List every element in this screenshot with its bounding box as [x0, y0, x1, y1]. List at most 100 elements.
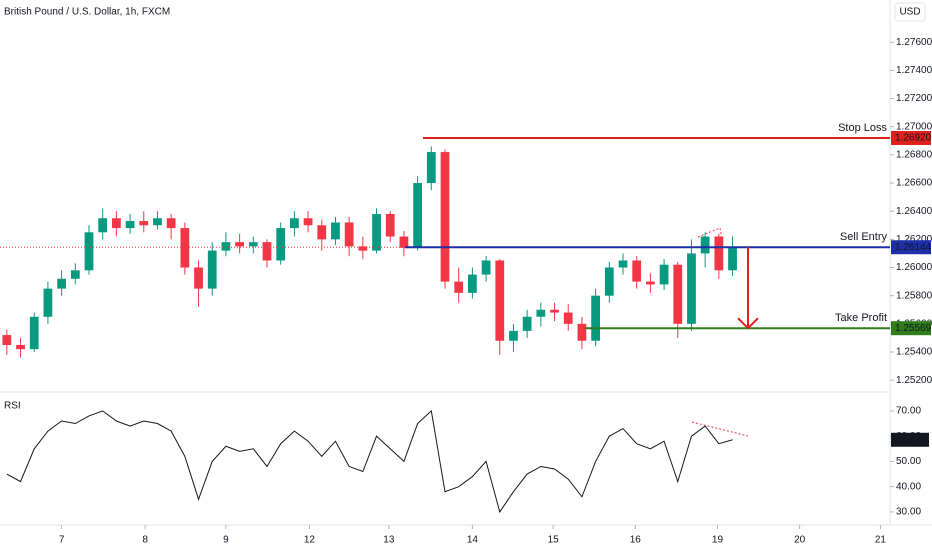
- candle-body: [262, 242, 272, 261]
- y-tick-label: 1.27600: [896, 37, 932, 48]
- y-tick-label: 1.27000: [896, 121, 932, 132]
- candle-body: [659, 264, 669, 285]
- candle-body: [687, 253, 696, 324]
- candle-body: [700, 236, 710, 254]
- x-tick-label: 16: [630, 535, 642, 546]
- candle-body: [194, 267, 203, 289]
- candle-body: [139, 221, 149, 226]
- candle-body: [276, 228, 286, 261]
- x-tick-label: 9: [223, 535, 229, 546]
- candle-body: [98, 218, 108, 233]
- candle-body: [550, 309, 559, 313]
- x-tick-label: 12: [304, 535, 316, 546]
- y-tick-label: 70.00: [896, 406, 921, 417]
- currency-box[interactable]: [894, 2, 926, 22]
- candle-body: [290, 218, 299, 229]
- candle-body: [16, 344, 25, 350]
- y-tick-label: 40.00: [896, 481, 921, 492]
- candle-body: [426, 152, 436, 184]
- candle-body: [509, 330, 518, 341]
- rsi-value-box: [891, 432, 929, 447]
- candle-body: [618, 260, 628, 268]
- candle-body: [372, 214, 381, 251]
- x-tick-label: 13: [383, 535, 395, 546]
- y-tick-label: 1.26600: [896, 178, 932, 189]
- candle-body: [481, 260, 491, 275]
- candle-body: [303, 218, 313, 226]
- candle-body: [399, 236, 409, 248]
- candle-body: [248, 242, 258, 247]
- level-price: 1.25569: [895, 323, 932, 334]
- candle-body: [536, 309, 546, 317]
- rsi-trendline: [691, 421, 749, 437]
- candle-body: [646, 281, 655, 285]
- candle-body: [57, 278, 66, 289]
- candle-body: [632, 260, 642, 282]
- level-name: Take Profit: [835, 312, 887, 324]
- y-tick-label: 1.26000: [896, 262, 932, 273]
- candle-body: [221, 242, 231, 251]
- rsi-line: [6, 409, 733, 514]
- candle-body: [70, 270, 80, 279]
- candle-body: [331, 222, 340, 240]
- candle-body: [180, 228, 190, 268]
- y-tick-label: 1.26200: [896, 234, 932, 245]
- candle-body: [673, 264, 683, 324]
- candle-body: [112, 218, 121, 229]
- y-tick-label: 30.00: [896, 507, 921, 518]
- candle-body: [440, 152, 450, 282]
- candle-body: [577, 323, 587, 341]
- x-tick-label: 19: [712, 535, 724, 546]
- y-tick-label: 1.25800: [896, 290, 932, 301]
- candle-body: [317, 225, 327, 240]
- indicator-title: RSI: [4, 401, 21, 412]
- candle-body: [166, 218, 176, 229]
- candle-body: [84, 232, 94, 271]
- y-tick-label: 1.25400: [896, 347, 932, 358]
- x-tick-label: 14: [467, 535, 479, 546]
- chart-title: British Pound / U.S. Dollar, 1h, FXCM: [4, 7, 170, 18]
- candle-body: [591, 295, 600, 341]
- candle-body: [344, 222, 354, 247]
- level-price: 1.26920: [895, 133, 932, 144]
- candle-body: [454, 281, 464, 293]
- x-tick-label: 21: [875, 535, 887, 546]
- x-tick-label: 7: [59, 535, 65, 546]
- x-tick-label: 20: [794, 535, 806, 546]
- level-price-box: [891, 240, 931, 255]
- level-price: 1.26144: [895, 242, 932, 253]
- candle-body: [235, 242, 244, 247]
- candle-body: [522, 316, 532, 331]
- y-tick-label: 1.26800: [896, 150, 932, 161]
- candle-body: [714, 236, 724, 271]
- candle-body: [2, 335, 12, 345]
- candle-body: [29, 316, 39, 350]
- currency[interactable]: USD: [899, 7, 920, 18]
- candle-body: [153, 218, 162, 226]
- y-tick-label: 1.26400: [896, 206, 932, 217]
- candle-body: [563, 312, 573, 324]
- candle-body: [468, 274, 477, 293]
- y-tick-label: 1.27400: [896, 65, 932, 76]
- candle-body: [125, 221, 135, 229]
- level-price-box: [891, 321, 931, 336]
- y-tick-label: 1.27200: [896, 93, 932, 104]
- candle-body: [207, 250, 217, 289]
- candle-body: [413, 183, 422, 248]
- level-price-box: [891, 130, 931, 145]
- x-tick-label: 15: [548, 535, 560, 546]
- candle-body: [385, 214, 395, 237]
- candle-body: [358, 246, 368, 251]
- level-name: Sell Entry: [840, 231, 888, 243]
- arrow-head: [737, 317, 759, 330]
- candle-body: [495, 260, 505, 341]
- y-tick-label: 1.25200: [896, 375, 932, 386]
- candle-body: [604, 267, 614, 296]
- candle-body: [43, 288, 53, 317]
- candle-body: [728, 247, 737, 271]
- x-tick-label: 8: [142, 535, 148, 546]
- y-tick-label: 50.00: [896, 456, 921, 467]
- rsi-value: 58.57: [896, 434, 921, 445]
